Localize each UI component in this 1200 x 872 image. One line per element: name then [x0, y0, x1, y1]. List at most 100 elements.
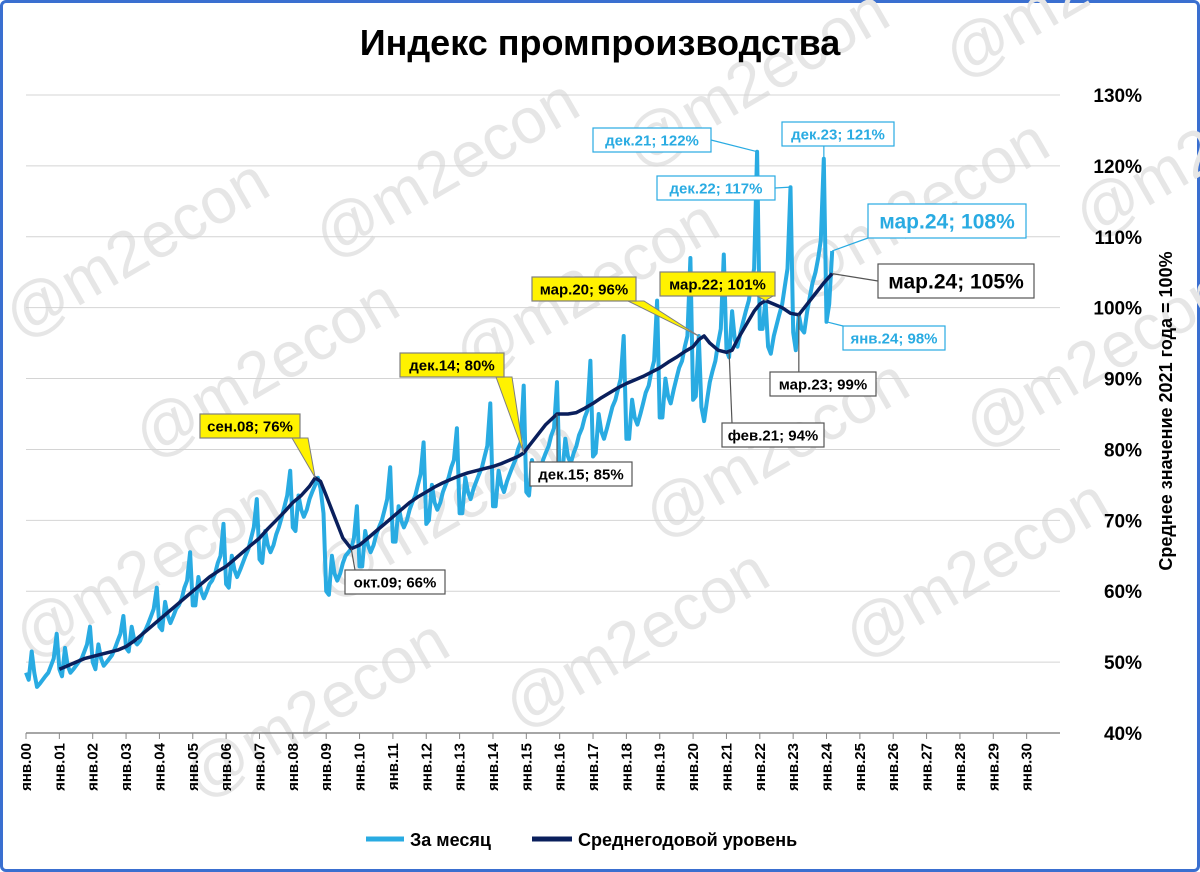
watermark-text: @m2econ [1061, 43, 1200, 252]
annotation: дек.15; 85% [529, 414, 633, 487]
x-tick-label: янв.11 [385, 743, 402, 790]
x-tick-label: янв.10 [352, 743, 369, 791]
series-line-average [58, 272, 834, 671]
annotation-label: сен.08; 76% [207, 418, 293, 435]
annotation-box [867, 203, 1027, 239]
y-tick-label: 90% [1104, 370, 1142, 391]
annotation-label: дек.22; 117% [670, 180, 763, 197]
series-lines [24, 149, 835, 689]
x-tick-label: янв.13 [452, 743, 469, 791]
annotation-box [842, 325, 946, 351]
annotation-label: дек.23; 121% [791, 126, 885, 143]
annotation-leader [728, 352, 733, 424]
legend: За месяц Среднегодовой уровень [366, 830, 797, 850]
watermarks: @m2econ @m2econ @m2econ@m2econ @m2econ @m2ec… [0, 0, 1200, 812]
x-tick-label: янв.30 [1019, 743, 1036, 791]
watermark-text: @m2econ [171, 603, 460, 812]
x-tick-label: янв.20 [685, 743, 702, 791]
x-tick-label: янв.19 [652, 743, 669, 791]
x-tick-label: янв.04 [151, 742, 168, 791]
annotation-box [877, 263, 1035, 299]
x-tick-label: янв.28 [952, 743, 969, 791]
annotation: сен.08; 76% [199, 413, 316, 479]
watermark-text: @m2econ [0, 143, 280, 352]
y-tick-label: 110% [1094, 228, 1142, 249]
annotation-pointer [291, 437, 316, 479]
watermark-text: @m2econ [121, 263, 410, 472]
watermark-text: @m2econ [491, 533, 780, 742]
y-tick-label: 40% [1104, 724, 1142, 745]
x-tick-label: янв.16 [552, 743, 569, 791]
x-tick-label: янв.02 [85, 743, 102, 791]
annotation-label: мар.23; 99% [779, 376, 867, 393]
y-tick-label: 120% [1093, 157, 1142, 178]
x-tick-label: янв.01 [51, 743, 68, 791]
x-tick-label: янв.05 [185, 743, 202, 791]
annotation: дек.22; 117% [656, 175, 791, 201]
x-axis-ticks: янв.00 янв.01 янв.02 янв.03 янв.04 янв.05 янв.… [18, 733, 1036, 791]
x-tick-label: янв.06 [218, 743, 235, 791]
x-tick-label: янв.00 [18, 743, 35, 791]
y-tick-label: 60% [1104, 582, 1142, 603]
annotation-box [781, 121, 895, 147]
annotation-label: дек.14; 80% [409, 357, 494, 374]
annotation-label: дек.15; 85% [538, 466, 623, 483]
annotation-leader [826, 321, 844, 327]
annotation-box [656, 175, 776, 201]
annotation-box [399, 352, 505, 378]
x-tick-label: янв.12 [418, 743, 435, 791]
annotation-label: янв.24; 98% [850, 330, 937, 347]
x-tick-label: янв.21 [718, 743, 735, 791]
y-tick-label: 80% [1104, 440, 1142, 461]
y-tick-label: 100% [1093, 299, 1142, 320]
annotation: мар.20; 96% [531, 276, 700, 337]
watermark-text: @m2econ [831, 463, 1120, 672]
annotation-box [531, 276, 637, 302]
x-tick-label: янв.22 [752, 743, 769, 791]
x-tick-label: янв.25 [852, 743, 869, 791]
annotation: фев.21; 94% [721, 352, 825, 448]
annotation: дек.21; 122% [592, 127, 758, 153]
annotation: окт.09; 66% [344, 548, 446, 595]
annotation: мар.22; 101% [659, 271, 776, 302]
annotation-box [659, 271, 776, 297]
x-tick-label: янв.27 [919, 743, 936, 791]
annotation-box [199, 413, 301, 439]
watermark-text: @m2econ [931, 0, 1200, 92]
annotation: дек.14; 80% [399, 352, 525, 454]
y-tick-label: 130% [1093, 86, 1142, 107]
annotation: мар.23; 99% [769, 314, 877, 397]
x-tick-label: янв.17 [585, 743, 602, 791]
gridlines [26, 94, 1060, 734]
x-tick-label: янв.23 [785, 743, 802, 791]
x-tick-label: янв.08 [285, 743, 302, 791]
annotation-label: фев.21; 94% [728, 427, 819, 444]
annotations: сен.08; 76% дек.14; 80% мар.20; 96% мар.22;… [199, 121, 1035, 595]
annotation-box [721, 422, 825, 448]
annotation-leader [774, 186, 791, 189]
annotation-leader [710, 139, 758, 153]
legend-label-average: Среднегодовой уровень [578, 830, 797, 850]
chart-title: Индекс промпроизводства [360, 22, 842, 63]
annotation-box [344, 569, 446, 595]
annotation-label: дек.21; 122% [605, 132, 699, 149]
series-line-monthly [24, 149, 835, 689]
annotation-label: мар.20; 96% [540, 281, 628, 298]
annotation-leader [831, 237, 869, 252]
y-tick-label: 50% [1104, 653, 1142, 674]
x-tick-label: янв.14 [485, 742, 502, 791]
x-tick-label: янв.09 [318, 743, 335, 791]
annotation: мар.24; 105% [832, 263, 1035, 299]
x-tick-label: янв.24 [819, 742, 836, 791]
annotation-box [769, 371, 877, 397]
x-tick-label: янв.15 [518, 743, 535, 791]
annotation: дек.23; 121% [781, 121, 895, 159]
legend-label-monthly: За месяц [410, 830, 491, 850]
annotation-label: мар.22; 101% [669, 276, 766, 293]
x-tick-label: янв.29 [985, 743, 1002, 791]
x-tick-label: янв.26 [885, 743, 902, 791]
annotation: янв.24; 98% [826, 321, 946, 351]
annotation-box [592, 127, 712, 153]
x-tick-label: янв.03 [118, 743, 135, 791]
